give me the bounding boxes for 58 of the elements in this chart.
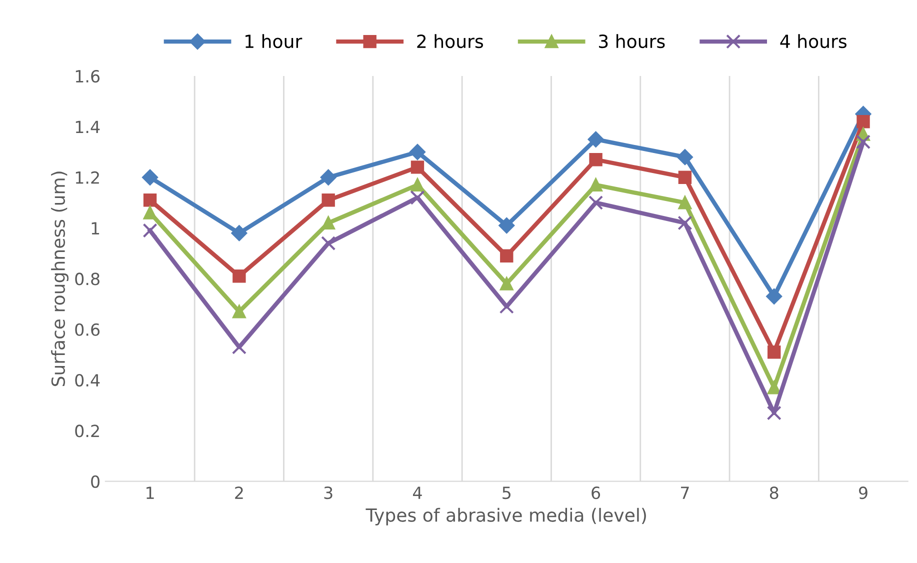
point: [142, 223, 158, 238]
point: [768, 346, 781, 359]
point: [232, 340, 246, 354]
y-tick-label: 0: [91, 475, 100, 488]
point: [589, 178, 602, 192]
point: [410, 144, 426, 160]
point: [589, 153, 602, 166]
point: [499, 299, 514, 314]
y-axis-title: Surface roughness (um): [51, 172, 69, 386]
point: [410, 190, 425, 205]
point: [410, 178, 424, 192]
x-tick-label: 8: [770, 486, 778, 500]
x-tick-label: 5: [502, 486, 510, 500]
point: [856, 134, 871, 150]
point: [588, 131, 604, 148]
x-tick-label: 6: [592, 486, 600, 500]
x-tick-label: 7: [681, 486, 689, 499]
y-tick-label: 1.4: [76, 120, 100, 134]
point: [678, 216, 692, 230]
point: [322, 216, 335, 230]
legend-label: 1 hour: [246, 34, 302, 48]
y-tick-label: 0.6: [75, 323, 100, 336]
x-tick-label: 2: [235, 486, 243, 499]
y-tick-label: 0.4: [75, 374, 100, 387]
point: [143, 206, 157, 220]
point: [142, 169, 158, 186]
y-tick-label: 0.2: [75, 424, 99, 438]
legend-label: 2 hours: [417, 34, 484, 48]
point: [678, 196, 692, 210]
point: [232, 270, 246, 283]
point: [768, 381, 781, 394]
point: [500, 277, 514, 290]
point: [232, 305, 246, 318]
point: [231, 225, 248, 241]
y-tick-label: 1: [92, 222, 100, 234]
x-tick-label: 4: [413, 486, 422, 499]
point: [321, 236, 336, 251]
point: [677, 149, 693, 165]
y-tick-label: 1.6: [76, 70, 100, 83]
y-tick-label: 0.8: [75, 272, 100, 286]
point: [143, 194, 157, 207]
x-axis-title: Types of abrasive media (level): [366, 508, 646, 526]
point: [410, 160, 424, 174]
legend-label: 4 hours: [780, 34, 846, 48]
y-tick-label: 1.2: [76, 171, 99, 184]
x-tick-label: 1: [146, 486, 154, 499]
x-tick-label: 3: [324, 486, 332, 500]
point: [766, 288, 782, 304]
point: [322, 194, 335, 207]
point: [320, 169, 336, 186]
x-tick-label: 9: [859, 486, 868, 500]
point: [588, 195, 604, 210]
point: [678, 170, 692, 184]
legend-label: 3 hours: [599, 34, 665, 48]
point: [498, 218, 515, 234]
point: [856, 115, 870, 128]
point: [766, 406, 782, 420]
point: [500, 249, 514, 262]
